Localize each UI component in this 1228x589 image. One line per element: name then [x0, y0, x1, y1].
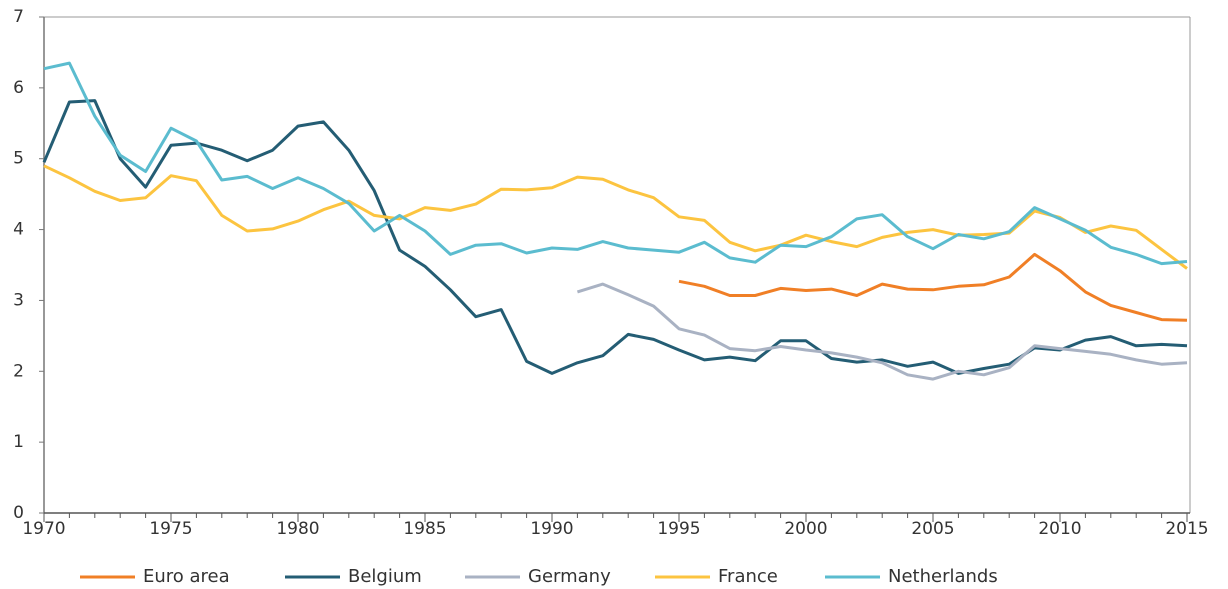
y-tick-label: 0: [13, 503, 24, 523]
x-tick-label: 2005: [911, 519, 954, 539]
x-tick-label: 2000: [784, 519, 827, 539]
legend-label: Netherlands: [888, 566, 998, 587]
x-tick-label: 2015: [1165, 519, 1208, 539]
series-line: [576, 282, 1188, 381]
legend-label: Belgium: [348, 566, 422, 587]
x-tick-label: 1980: [276, 519, 319, 539]
series-line: [43, 61, 1188, 266]
x-tick-label: 1975: [149, 519, 192, 539]
legend-label: Germany: [528, 566, 611, 587]
series-line: [678, 252, 1188, 322]
legend-label: France: [718, 566, 778, 587]
y-tick-label: 4: [13, 220, 24, 240]
x-tick-label: 2010: [1038, 519, 1081, 539]
y-tick-label: 7: [13, 7, 24, 27]
x-tick-label: 1985: [403, 519, 446, 539]
y-tick-label: 6: [13, 78, 24, 98]
y-tick-label: 3: [13, 290, 24, 310]
x-tick-label: 1995: [657, 519, 700, 539]
legend-label: Euro area: [143, 566, 230, 587]
series-line: [43, 164, 1188, 270]
y-tick-label: 5: [13, 149, 24, 169]
y-tick-label: 2: [13, 361, 24, 381]
y-tick-label: 1: [13, 432, 24, 452]
series-line: [42, 99, 1188, 375]
x-tick-label: 1990: [530, 519, 573, 539]
x-tick-label: 1970: [22, 519, 65, 539]
